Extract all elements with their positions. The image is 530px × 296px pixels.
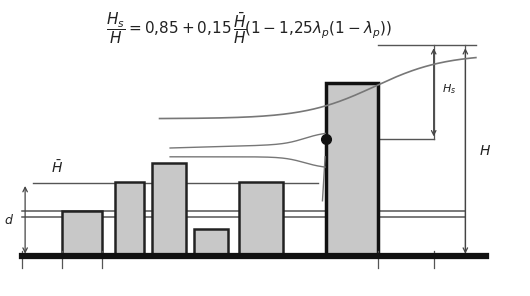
Bar bbox=[238, 182, 284, 257]
Text: $d$: $d$ bbox=[4, 213, 14, 227]
Bar bbox=[62, 211, 102, 257]
Text: $\dfrac{H_s}{H} = 0{,}85 + 0{,}15\,\dfrac{\bar{H}}{H}\!\left(1 - 1{,}25\lambda_p: $\dfrac{H_s}{H} = 0{,}85 + 0{,}15\,\dfra… bbox=[106, 10, 392, 46]
Text: $\bar{H}$: $\bar{H}$ bbox=[51, 159, 63, 176]
Text: $H$: $H$ bbox=[479, 144, 491, 158]
Bar bbox=[114, 182, 144, 257]
Bar bbox=[152, 163, 186, 257]
Bar bbox=[194, 229, 228, 257]
Bar bbox=[325, 83, 378, 257]
Text: $H_s$: $H_s$ bbox=[441, 83, 456, 96]
